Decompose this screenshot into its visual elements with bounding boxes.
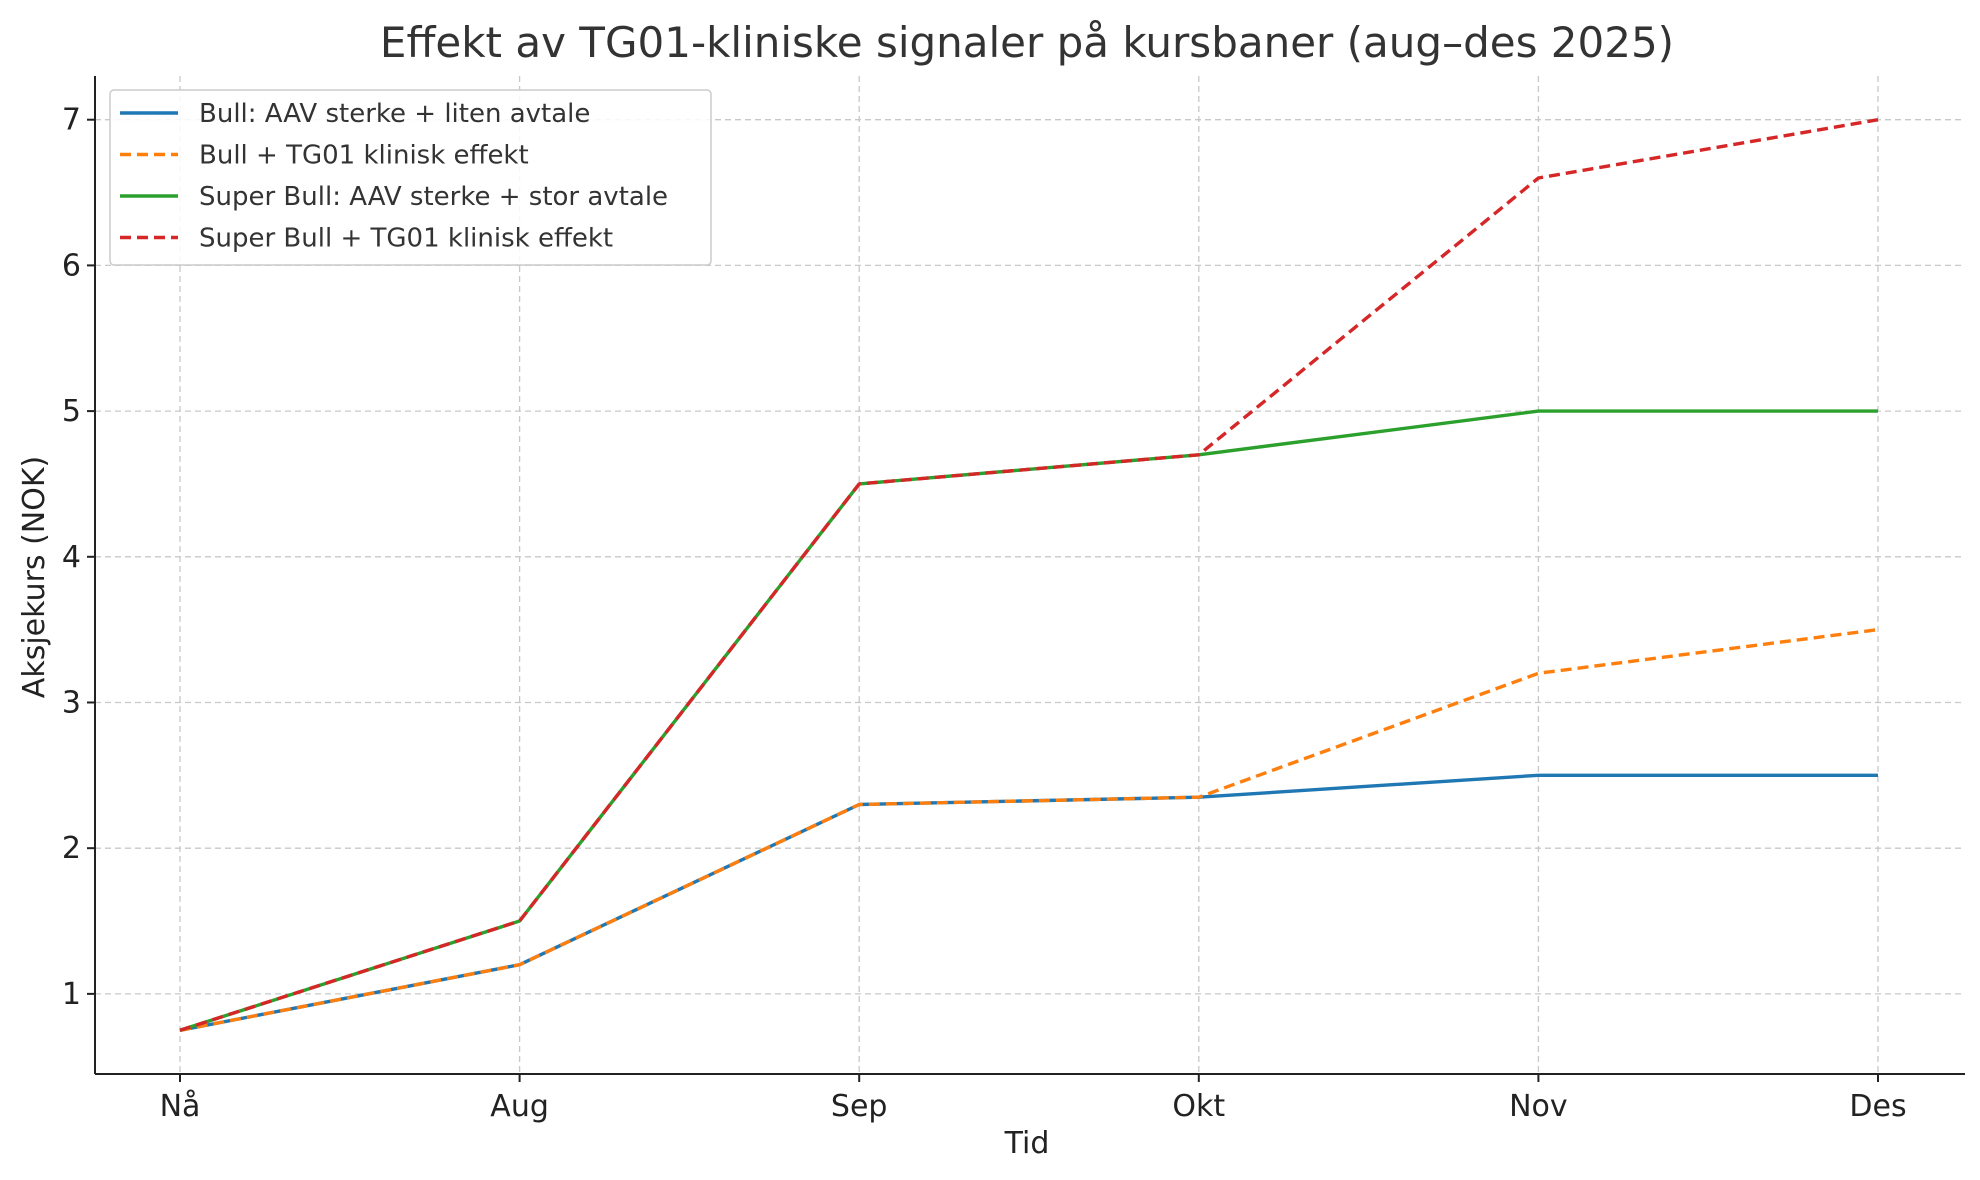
axes-layer: Nå Aug Sep Okt Nov Des 1 2 3 4 5 6 7 [62, 76, 1965, 1124]
x-tick-label: Sep [831, 1089, 888, 1124]
series-line-4 [179, 118, 1879, 1032]
series-line-2 [179, 627, 1879, 1032]
y-tick-label: 1 [62, 977, 81, 1012]
legend-label-4: Super Bull + TG01 klinisk effekt [199, 224, 613, 254]
y-tick-label: 6 [62, 248, 81, 283]
y-axis-label: Aksjekurs (NOK) [17, 456, 52, 698]
x-tick-label: Nå [160, 1089, 201, 1124]
x-tick-label: Okt [1172, 1089, 1225, 1124]
x-tick-label: Des [1849, 1089, 1906, 1124]
series-line-3 [179, 409, 1878, 1032]
legend: Bull: AAV sterke + liten avtale Bull + TG… [109, 89, 712, 266]
legend-label-3: Super Bull: AAV sterke + stor avtale [199, 182, 668, 212]
x-tick-label: Aug [490, 1089, 549, 1124]
x-axis-label: Tid [1004, 1126, 1050, 1161]
x-tick-label: Nov [1509, 1089, 1568, 1124]
y-tick-label: 2 [62, 831, 81, 866]
series-line-1 [179, 773, 1878, 1032]
y-tick-label: 7 [62, 103, 81, 138]
legend-label-1: Bull: AAV sterke + liten avtale [199, 99, 590, 129]
y-tick-label: 3 [62, 685, 81, 720]
y-tick-label: 5 [62, 394, 81, 429]
y-tick-label: 4 [62, 540, 81, 575]
legend-label-2: Bull + TG01 klinisk effekt [199, 141, 529, 171]
series-layer [179, 118, 1879, 1032]
chart-title: Effekt av TG01-kliniske signaler på kurs… [380, 18, 1674, 67]
legend-box [109, 89, 712, 266]
